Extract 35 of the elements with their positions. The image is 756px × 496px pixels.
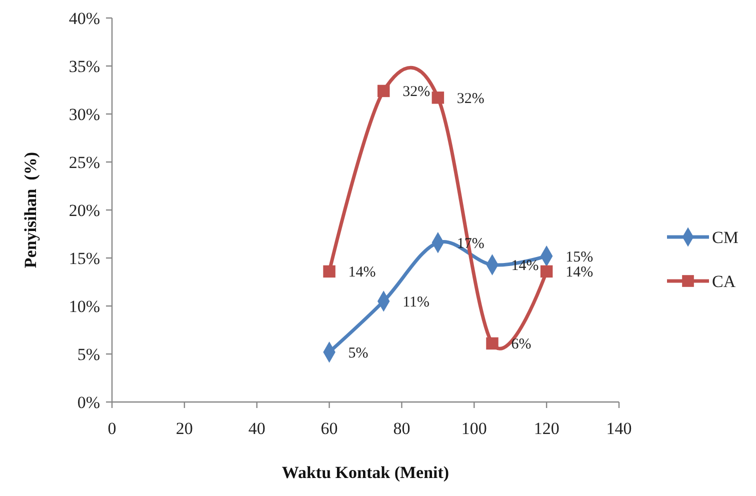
y-tick-label: 40% (68, 8, 100, 28)
y-tick-label: 30% (68, 104, 100, 124)
point (486, 337, 498, 350)
y-tick-label: 35% (68, 56, 100, 76)
data-label: 15% (566, 249, 594, 266)
point (540, 265, 553, 278)
y-tick-label: 15% (68, 248, 100, 268)
point (377, 84, 390, 98)
point (432, 92, 444, 104)
x-axis-title: Waktu Kontak (Menit) (282, 463, 450, 482)
data-label: 5% (348, 345, 368, 362)
y-tick-label: 25% (68, 152, 100, 172)
x-tick-label: 100 (461, 419, 487, 438)
data-label: 6% (511, 336, 532, 353)
y-tick-label: 5% (77, 344, 100, 364)
y-axis-title: Penyisihan (%) (21, 152, 40, 268)
x-tick-label: 60 (320, 419, 338, 438)
point (323, 265, 336, 278)
x-tick-label: 120 (534, 419, 560, 438)
data-label: 14% (348, 264, 376, 281)
data-label: 32% (456, 90, 484, 107)
data-label: 32% (402, 84, 430, 100)
data-label: 14% (566, 264, 594, 281)
x-tick-label: 40 (248, 419, 266, 438)
x-tick-label: 140 (606, 419, 632, 438)
data-label: 14% (511, 258, 539, 274)
x-tick-label: 80 (393, 419, 410, 438)
data-label: 11% (402, 294, 430, 310)
y-tick-label: 0% (77, 392, 100, 412)
y-tick-label: 10% (68, 296, 100, 316)
legend-label: CA (712, 272, 736, 291)
legend-label: CM (712, 228, 738, 247)
x-tick-label: 0 (108, 419, 116, 438)
y-tick-label: 20% (68, 200, 100, 220)
x-tick-label: 20 (176, 419, 193, 438)
